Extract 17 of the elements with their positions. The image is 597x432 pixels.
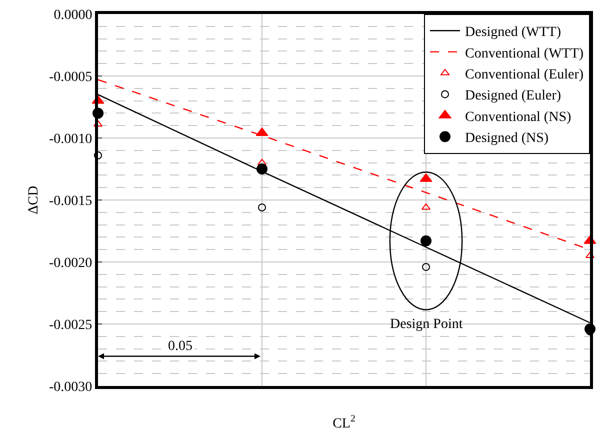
legend-label: Conventional (NS): [465, 110, 572, 125]
annotation: Design Point: [390, 317, 463, 332]
y-tick-label: -0.0020: [49, 256, 92, 271]
legend-label: Designed (NS): [465, 131, 549, 146]
y-tick-label: 0.0000: [54, 8, 92, 23]
legend-label: Conventional (Euler): [465, 67, 584, 82]
legend-label: Conventional (WTT): [465, 46, 584, 62]
y-tick-label: -0.0030: [49, 380, 92, 395]
legend-label: Designed (Euler): [465, 88, 562, 104]
legend-label: Designed (WTT): [465, 25, 562, 40]
y-tick-label: -0.0015: [49, 194, 92, 209]
y-tick-label: -0.0025: [49, 318, 92, 333]
y-tick-label: -0.0005: [49, 70, 92, 85]
y-axis-title: ΔCD: [26, 186, 42, 214]
annotation: 0.05: [168, 339, 192, 354]
y-tick-label: -0.0010: [49, 132, 92, 147]
x-axis-title: CL$^{2}$: [332, 413, 356, 432]
